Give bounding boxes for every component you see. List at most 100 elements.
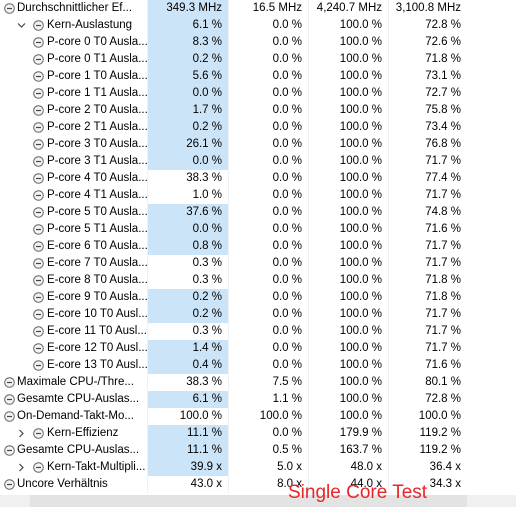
sensor-name: E-core 6 T0 Ausla...: [47, 240, 147, 252]
value-cell: 72.6 %: [388, 34, 467, 51]
sensor-label: Gesamte CPU-Auslas...: [0, 442, 147, 459]
value-cell: 71.8 %: [388, 51, 467, 68]
sensor-label: Kern-Auslastung: [0, 17, 147, 34]
value-cell: 100.0 %: [308, 136, 388, 153]
value-cell: 44.0 x: [308, 476, 388, 493]
sensor-row[interactable]: Kern-Takt-Multipli... 39.9 x 5.0 x 48.0 x 36…: [0, 459, 467, 476]
sensor-name: Kern-Auslastung: [47, 19, 133, 31]
value-cell: 0.0 %: [228, 85, 308, 102]
sensor-row[interactable]: On-Demand-Takt-Mo... 100.0 % 100.0 % 100.0 …: [0, 408, 467, 425]
sensor-icon: [33, 275, 44, 286]
value-cell: 1.0 %: [147, 187, 228, 204]
sensor-row[interactable]: E-core 11 T0 Ausl... 0.3 % 0.0 % 100.0 % 71.…: [0, 323, 467, 340]
value-cell: 0.4 %: [147, 357, 228, 374]
sensor-name: E-core 11 T0 Ausl...: [47, 325, 147, 337]
value-cell: 100.0 %: [308, 34, 388, 51]
sensor-row[interactable]: Uncore Verhältnis 43.0 x 8.0 x 44.0 x 34.3 x: [0, 476, 467, 493]
sensor-row[interactable]: P-core 2 T0 Ausla... 1.7 % 0.0 % 100.0 % 75.…: [0, 102, 467, 119]
value-cell: 5.6 %: [147, 68, 228, 85]
sensor-row[interactable]: E-core 7 T0 Ausla... 0.3 % 0.0 % 100.0 % 71.…: [0, 255, 467, 272]
sensor-row[interactable]: Gesamte CPU-Auslas... 6.1 % 1.1 % 100.0 % 72…: [0, 391, 467, 408]
sensor-label: Gesamte CPU-Auslas...: [0, 391, 147, 408]
sensor-name: Gesamte CPU-Auslas...: [17, 393, 140, 405]
value-cell: 0.0 %: [228, 17, 308, 34]
sensor-icon: [33, 88, 44, 99]
sensor-row[interactable]: P-core 4 T0 Ausla... 38.3 % 0.0 % 100.0 % 77…: [0, 170, 467, 187]
sensor-row[interactable]: P-core 1 T1 Ausla... 0.0 % 0.0 % 100.0 % 72.…: [0, 85, 467, 102]
sensor-icon: [4, 394, 15, 405]
value-cell: 100.0 %: [308, 51, 388, 68]
tree-toggle[interactable]: [16, 20, 27, 31]
sensor-row[interactable]: E-core 12 T0 Ausl... 1.4 % 0.0 % 100.0 % 71.…: [0, 340, 467, 357]
sensor-row[interactable]: E-core 10 T0 Ausl... 0.2 % 0.0 % 100.0 % 71.…: [0, 306, 467, 323]
value-cell: 0.2 %: [147, 51, 228, 68]
value-cell: 72.8 %: [388, 17, 467, 34]
sensor-row[interactable]: P-core 5 T0 Ausla... 37.6 % 0.0 % 100.0 % 74…: [0, 204, 467, 221]
sensor-label: E-core 10 T0 Ausl...: [0, 306, 147, 323]
sensor-row[interactable]: E-core 13 T0 Ausl... 0.4 % 0.0 % 100.0 % 71.…: [0, 357, 467, 374]
sensor-icon: [33, 428, 44, 439]
value-cell: 0.3 %: [147, 272, 228, 289]
sensor-row[interactable]: Maximale CPU-/Thre... 38.3 % 7.5 % 100.0 % 8…: [0, 374, 467, 391]
value-cell: 11.1 %: [147, 425, 228, 442]
sensor-name: E-core 9 T0 Ausla...: [47, 291, 147, 303]
value-cell: 48.0 x: [308, 459, 388, 476]
value-cell: 100.0 %: [308, 204, 388, 221]
tree-toggle[interactable]: [16, 462, 27, 473]
value-cell: 80.1 %: [388, 374, 467, 391]
sensor-row[interactable]: P-core 1 T0 Ausla... 5.6 % 0.0 % 100.0 % 73.…: [0, 68, 467, 85]
value-cell: 0.0 %: [228, 238, 308, 255]
value-cell: 119.2 %: [388, 425, 467, 442]
sensor-row[interactable]: P-core 0 T0 Ausla... 8.3 % 0.0 % 100.0 % 72.…: [0, 34, 467, 51]
sensor-name: P-core 4 T1 Ausla...: [47, 189, 147, 201]
sensor-label: E-core 8 T0 Ausla...: [0, 272, 147, 289]
sensor-icon: [4, 3, 15, 14]
sensor-name: E-core 8 T0 Ausla...: [47, 274, 147, 286]
sensor-icon: [4, 377, 15, 388]
value-cell: 100.0 %: [308, 289, 388, 306]
value-cell: 72.7 %: [388, 85, 467, 102]
sensor-icon: [33, 54, 44, 65]
value-cell: 100.0 %: [308, 357, 388, 374]
value-cell: 11.1 %: [147, 442, 228, 459]
sensor-row[interactable]: Kern-Auslastung 6.1 % 0.0 % 100.0 % 72.8 %: [0, 17, 467, 34]
sensor-row[interactable]: E-core 8 T0 Ausla... 0.3 % 0.0 % 100.0 % 71.…: [0, 272, 467, 289]
tree-toggle[interactable]: [16, 428, 27, 439]
sensor-row[interactable]: E-core 6 T0 Ausla... 0.8 % 0.0 % 100.0 % 71.…: [0, 238, 467, 255]
scrollbar-thumb[interactable]: [30, 495, 467, 507]
sensor-name: P-core 5 T1 Ausla...: [47, 223, 147, 235]
value-cell: 119.2 %: [388, 442, 467, 459]
value-cell: 100.0 %: [308, 391, 388, 408]
sensor-row[interactable]: P-core 3 T1 Ausla... 0.0 % 0.0 % 100.0 % 71.…: [0, 153, 467, 170]
value-cell: 100.0 %: [308, 68, 388, 85]
value-cell: 0.3 %: [147, 255, 228, 272]
sensor-row[interactable]: Gesamte CPU-Auslas... 11.1 % 0.5 % 163.7 % 1…: [0, 442, 467, 459]
value-cell: 0.2 %: [147, 306, 228, 323]
sensor-icon: [4, 445, 15, 456]
sensor-icon: [33, 224, 44, 235]
sensor-row[interactable]: P-core 0 T1 Ausla... 0.2 % 0.0 % 100.0 % 71.…: [0, 51, 467, 68]
sensor-icon: [33, 190, 44, 201]
value-cell: 0.2 %: [147, 289, 228, 306]
value-cell: 73.1 %: [388, 68, 467, 85]
sensor-row[interactable]: Durchschnittlicher Ef... 349.3 MHz 16.5 MH…: [0, 0, 467, 17]
sensor-label: P-core 3 T0 Ausla...: [0, 136, 147, 153]
sensor-row[interactable]: P-core 4 T1 Ausla... 1.0 % 0.0 % 100.0 % 71.…: [0, 187, 467, 204]
sensor-row[interactable]: E-core 9 T0 Ausla... 0.2 % 0.0 % 100.0 % 71.…: [0, 289, 467, 306]
sensor-row[interactable]: P-core 2 T1 Ausla... 0.2 % 0.0 % 100.0 % 73.…: [0, 119, 467, 136]
value-cell: 73.4 %: [388, 119, 467, 136]
sensor-row[interactable]: Kern-Effizienz 11.1 % 0.0 % 179.9 % 119.2 %: [0, 425, 467, 442]
value-cell: 76.8 %: [388, 136, 467, 153]
sensor-row[interactable]: P-core 3 T0 Ausla... 26.1 % 0.0 % 100.0 % 76…: [0, 136, 467, 153]
value-cell: 0.8 %: [147, 238, 228, 255]
value-cell: 6.1 %: [147, 391, 228, 408]
value-cell: 100.0 %: [308, 102, 388, 119]
value-cell: 1.7 %: [147, 102, 228, 119]
value-cell: 0.0 %: [228, 323, 308, 340]
value-cell: 349.3 MHz: [147, 0, 228, 17]
sensor-row[interactable]: P-core 5 T1 Ausla... 0.0 % 0.0 % 100.0 % 71.…: [0, 221, 467, 238]
value-cell: 0.5 %: [228, 442, 308, 459]
value-cell: 100.0 %: [308, 153, 388, 170]
sensor-icon: [33, 462, 44, 473]
